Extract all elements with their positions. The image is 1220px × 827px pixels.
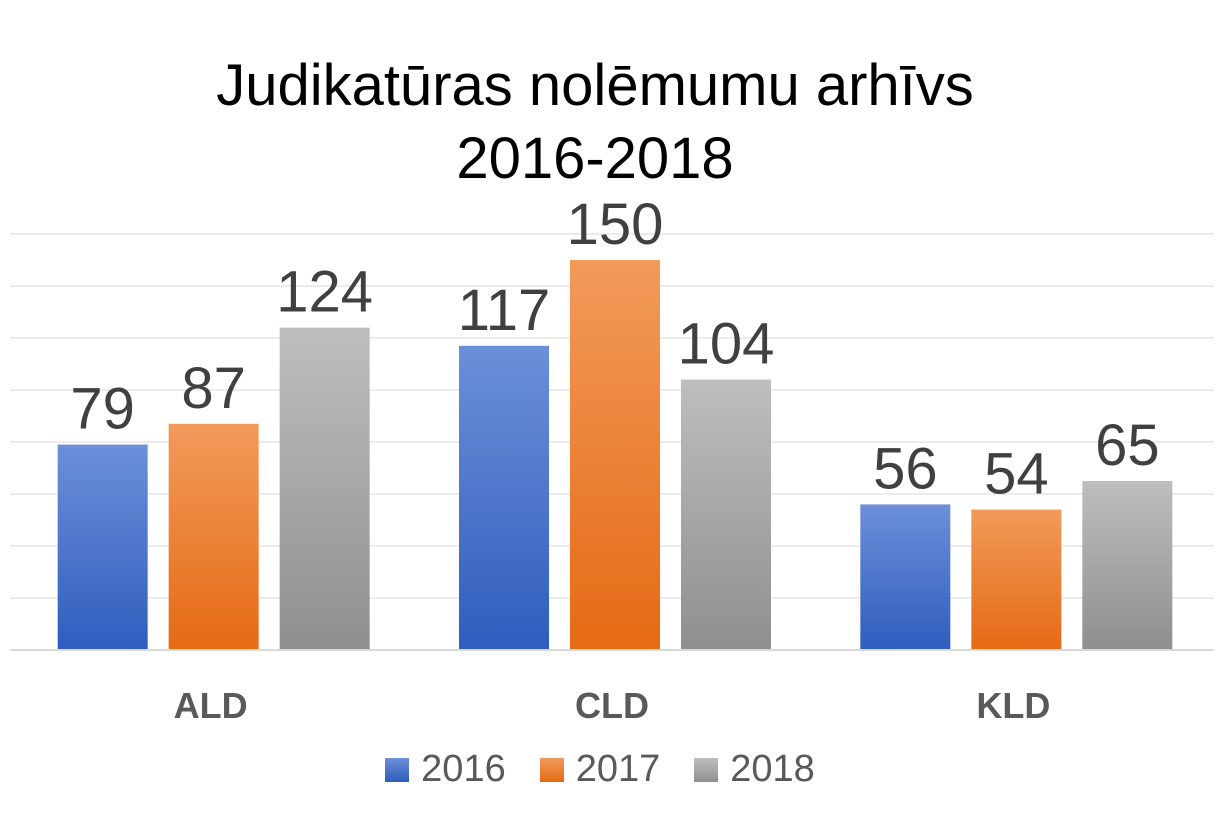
legend-swatch-2016 [385, 757, 410, 782]
bar-KLD-2017 [971, 509, 1062, 650]
legend: 2016 2017 2018 [0, 748, 1200, 791]
bar-KLD-2016 [860, 504, 951, 650]
data-label-CLD-2017: 150 [567, 192, 664, 257]
data-label-CLD-2016: 117 [458, 278, 550, 343]
bar-CLD-2017 [570, 260, 660, 650]
legend-item-2018: 2018 [694, 748, 815, 791]
data-label-ALD-2018: 124 [276, 260, 373, 325]
legend-label-2018: 2018 [730, 748, 815, 790]
data-label-KLD-2017: 54 [984, 442, 1049, 507]
data-label-ALD-2016: 79 [70, 377, 135, 442]
legend-swatch-2018 [694, 757, 719, 782]
bar-KLD-2018 [1082, 481, 1173, 650]
legend-label-2016: 2016 [421, 748, 506, 790]
bar-ALD-2016 [57, 444, 148, 650]
chart-title: Judikatūras nolēmumu arhīvs [216, 53, 974, 118]
bar-CLD-2016 [459, 345, 549, 650]
category-label-ALD: ALD [174, 685, 248, 726]
category-label-CLD: CLD [575, 685, 649, 726]
bar-ALD-2018 [279, 327, 370, 650]
bar-ALD-2017 [168, 423, 259, 650]
data-label-KLD-2018: 65 [1095, 413, 1160, 478]
legend-item-2016: 2016 [385, 748, 506, 791]
bar-CLD-2018 [681, 379, 771, 650]
chart-subtitle: 2016-2018 [456, 126, 734, 191]
legend-label-2017: 2017 [575, 748, 661, 790]
data-label-KLD-2016: 56 [873, 436, 938, 501]
legend-swatch-2017 [539, 757, 564, 782]
data-label-ALD-2017: 87 [181, 356, 246, 421]
category-label-KLD: KLD [976, 685, 1050, 726]
legend-item-2017: 2017 [539, 748, 661, 791]
data-label-CLD-2018: 104 [678, 312, 775, 377]
